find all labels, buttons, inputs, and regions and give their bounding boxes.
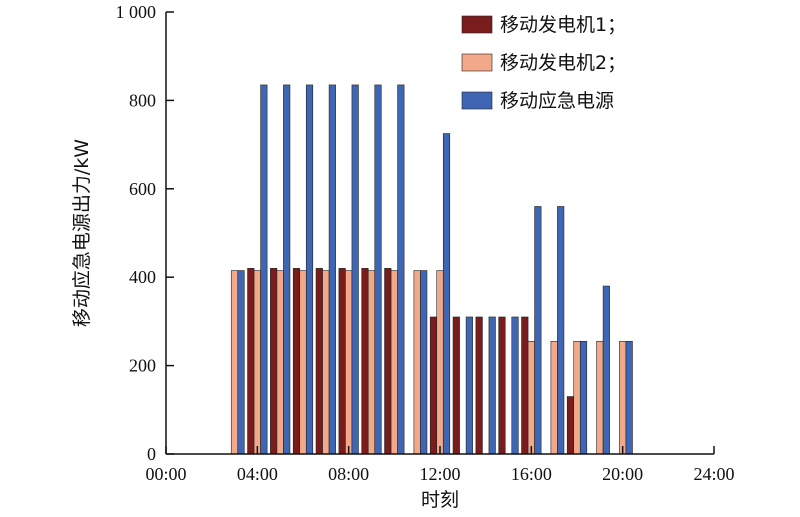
x-tick-label: 08:00 [328, 464, 369, 484]
bar-移动应急电源 [328, 84, 336, 455]
bar-移动发电机2 [367, 270, 376, 455]
bar-移动发电机2 [573, 340, 581, 455]
bar-移动应急电源 [625, 340, 633, 455]
y-axis-title: 移动应急电源出力/kW [71, 139, 93, 327]
bar-移动应急电源 [351, 84, 359, 455]
legend-swatch [461, 91, 493, 110]
legend: 移动发电机1； 移动发电机2； 移动应急电源 [461, 14, 626, 112]
bar-移动应急电源 [511, 316, 519, 455]
bar-移动应急电源 [260, 84, 268, 455]
bar-移动发电机1 [270, 268, 278, 455]
bar-移动发电机2 [276, 270, 284, 455]
bar-移动应急电源 [534, 206, 542, 455]
y-tick-label: 800 [129, 90, 156, 110]
legend-label: 移动发电机1； [500, 14, 626, 36]
legend-label: 移动应急电源 [500, 90, 614, 112]
bars-group [230, 84, 633, 455]
legend-swatch [461, 53, 493, 72]
x-tick-label: 20:00 [602, 464, 643, 484]
bar-移动发电机1 [338, 268, 346, 455]
legend-label: 移动发电机2； [500, 52, 626, 74]
bar-移动发电机1 [292, 268, 301, 455]
bar-移动应急电源 [374, 84, 382, 455]
x-tick-label: 24:00 [693, 464, 734, 484]
bar-移动发电机2 [345, 270, 353, 455]
bar-移动应急电源 [602, 285, 610, 455]
y-ticks-group: 0 200 400 600 800 1 000 [116, 2, 174, 464]
y-tick-label: 1 000 [116, 2, 157, 22]
bar-移动发电机2 [230, 270, 239, 455]
bar-移动发电机2 [253, 270, 261, 455]
bar-移动应急电源 [397, 84, 405, 455]
x-tick-label: 04:00 [237, 464, 278, 484]
bar-移动发电机2 [436, 270, 444, 455]
bar-移动应急电源 [305, 84, 314, 455]
bar-移动发电机2 [550, 340, 558, 455]
bar-移动发电机1 [429, 316, 438, 455]
bar-移动发电机1 [566, 396, 575, 455]
bar-移动发电机1 [521, 316, 529, 455]
bar-移动发电机2 [390, 270, 398, 455]
legend-swatch [461, 15, 493, 34]
bar-移动发电机2 [299, 270, 307, 455]
y-tick-label: 200 [129, 356, 156, 376]
x-tick-label: 16:00 [511, 464, 552, 484]
bar-移动应急电源 [237, 270, 245, 455]
x-axis-title: 时刻 [421, 489, 459, 511]
bar-移动发电机2 [596, 340, 604, 455]
bar-移动发电机1 [475, 316, 483, 455]
bar-移动发电机1 [361, 268, 369, 455]
bar-移动应急电源 [442, 133, 451, 455]
x-tick-label: 12:00 [419, 464, 460, 484]
x-tick-label: 00:00 [145, 464, 186, 484]
bar-移动发电机1 [452, 316, 460, 455]
bar-移动发电机1 [247, 268, 255, 455]
bar-移动应急电源 [420, 270, 428, 455]
bar-移动应急电源 [283, 84, 291, 455]
bar-移动发电机2 [619, 340, 627, 455]
bar-移动发电机1 [315, 268, 323, 455]
bar-移动应急电源 [488, 316, 496, 455]
bar-移动发电机2 [413, 270, 421, 455]
x-ticks-group: 00:00 04:00 08:00 12:00 16:00 20:00 24:00 [145, 446, 735, 484]
bar-移动发电机1 [384, 268, 392, 455]
bar-移动发电机2 [322, 270, 330, 455]
bar-移动应急电源 [557, 206, 565, 455]
bar-移动发电机2 [527, 340, 535, 455]
y-tick-label: 400 [129, 267, 156, 287]
plot-area: 0 200 400 600 800 1 000 00:00 04:00 08:00 12:00 1… [116, 2, 735, 484]
bar-移动应急电源 [465, 316, 473, 455]
y-tick-label: 0 [147, 444, 156, 464]
bar-移动应急电源 [579, 340, 588, 455]
y-tick-label: 600 [129, 179, 156, 199]
bar-移动发电机1 [498, 316, 506, 455]
